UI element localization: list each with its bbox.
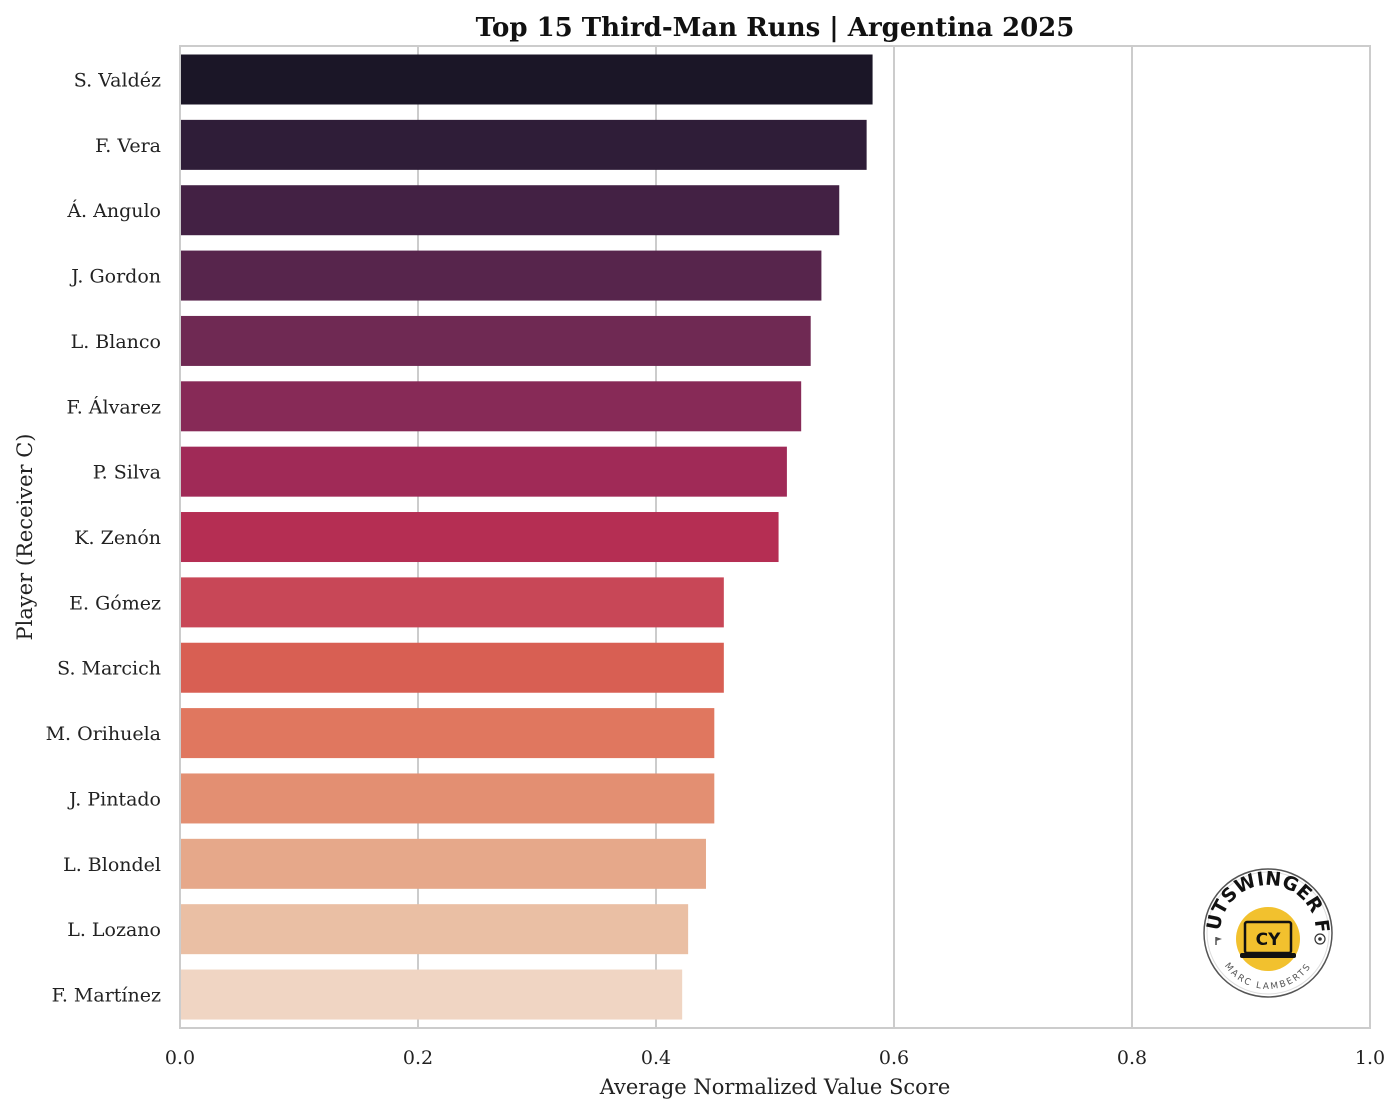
y-tick-label: F. Martínez	[52, 985, 161, 1007]
x-tick-label: 1.0	[1355, 1047, 1385, 1069]
x-axis-label: Average Normalized Value Score	[599, 1075, 951, 1099]
bars	[181, 54, 873, 1020]
y-tick-label: Á. Angulo	[66, 199, 161, 222]
y-tick-label: M. Orihuela	[46, 723, 161, 745]
x-tick-label: 0.0	[165, 1047, 195, 1069]
bar	[181, 446, 787, 497]
x-tick-label: 0.8	[1117, 1047, 1147, 1069]
bar	[181, 577, 724, 628]
bar	[181, 512, 779, 563]
bar	[181, 185, 840, 236]
y-tick-label: S. Marcich	[57, 658, 161, 680]
bar	[181, 250, 822, 301]
bar	[181, 381, 802, 432]
y-tick-label: L. Lozano	[67, 919, 161, 941]
y-tick-label: K. Zenón	[74, 527, 161, 549]
corner-flag-icon	[1215, 937, 1222, 945]
y-axis-label: Player (Receiver C)	[13, 434, 37, 641]
bar	[181, 54, 873, 105]
y-tick-label: J. Gordon	[69, 266, 161, 288]
y-tick-label: F. Álvarez	[67, 395, 162, 418]
y-ticks: S. Valdéz F. Vera Á. Angulo J. Gordon L. Bla…	[46, 70, 161, 1007]
bar	[181, 315, 811, 366]
bar	[181, 708, 715, 759]
y-tick-label: P. Silva	[93, 462, 161, 484]
bar	[181, 904, 689, 955]
x-tick-label: 0.6	[879, 1047, 909, 1069]
x-tick-label: 0.2	[403, 1047, 433, 1069]
chart-title: Top 15 Third-Man Runs | Argentina 2025	[476, 13, 1075, 43]
y-tick-label: L. Blondel	[63, 854, 161, 876]
bar	[181, 642, 724, 693]
bar	[181, 838, 706, 889]
ball-icon	[1314, 933, 1326, 945]
bar	[181, 773, 715, 824]
laptop-logo-icon: CY	[1236, 907, 1300, 971]
y-tick-label: S. Valdéz	[74, 70, 161, 92]
logo: OUTSWINGER FC MARC LAMBERTS CY	[1203, 868, 1333, 998]
x-ticks: 0.0 0.2 0.4 0.6 0.8 1.0	[165, 1047, 1385, 1069]
plot-frame	[179, 45, 1371, 1029]
svg-text:CY: CY	[1256, 930, 1281, 950]
y-tick-label: L. Blanco	[71, 331, 161, 353]
bar	[181, 119, 867, 170]
logo-inner-ring	[1206, 871, 1330, 995]
y-tick-label: F. Vera	[95, 135, 161, 157]
y-tick-label: E. Gómez	[69, 592, 161, 614]
x-tick-label: 0.4	[641, 1047, 671, 1069]
bar	[181, 969, 683, 1020]
y-tick-label: J. Pintado	[67, 788, 161, 810]
